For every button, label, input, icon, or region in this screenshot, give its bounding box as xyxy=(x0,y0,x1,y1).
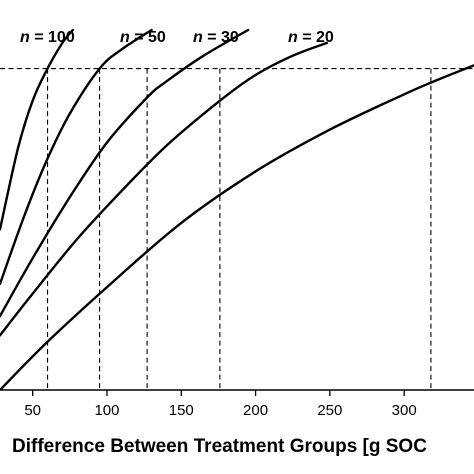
x-tick-label-50: 50 xyxy=(24,402,41,419)
power-curve-4 xyxy=(0,41,329,337)
series-label-4: n = 20 xyxy=(288,29,334,46)
x-axis-label: Difference Between Treatment Groups [g S… xyxy=(12,436,427,457)
power-curve-1 xyxy=(0,28,74,231)
power-curve-3 xyxy=(0,28,250,318)
x-tick-label-200: 200 xyxy=(243,402,268,419)
x-axis: 50 100 150 200 250 300 xyxy=(0,389,474,419)
series-labels: n = 100 n = 50 n = 30 n = 20 xyxy=(20,29,334,46)
power-curve-5 xyxy=(0,64,474,390)
series-label-2: n = 50 xyxy=(120,29,166,46)
curves-layer xyxy=(0,28,474,390)
power-curve-2 xyxy=(0,28,153,286)
x-tick-label-250: 250 xyxy=(317,402,342,419)
guides-layer xyxy=(0,68,474,390)
x-tick-label-300: 300 xyxy=(392,402,417,419)
series-label-1: n = 100 xyxy=(20,29,75,46)
x-tick-label-100: 100 xyxy=(94,402,119,419)
x-tick-label-150: 150 xyxy=(169,402,194,419)
series-label-3: n = 30 xyxy=(193,29,239,46)
